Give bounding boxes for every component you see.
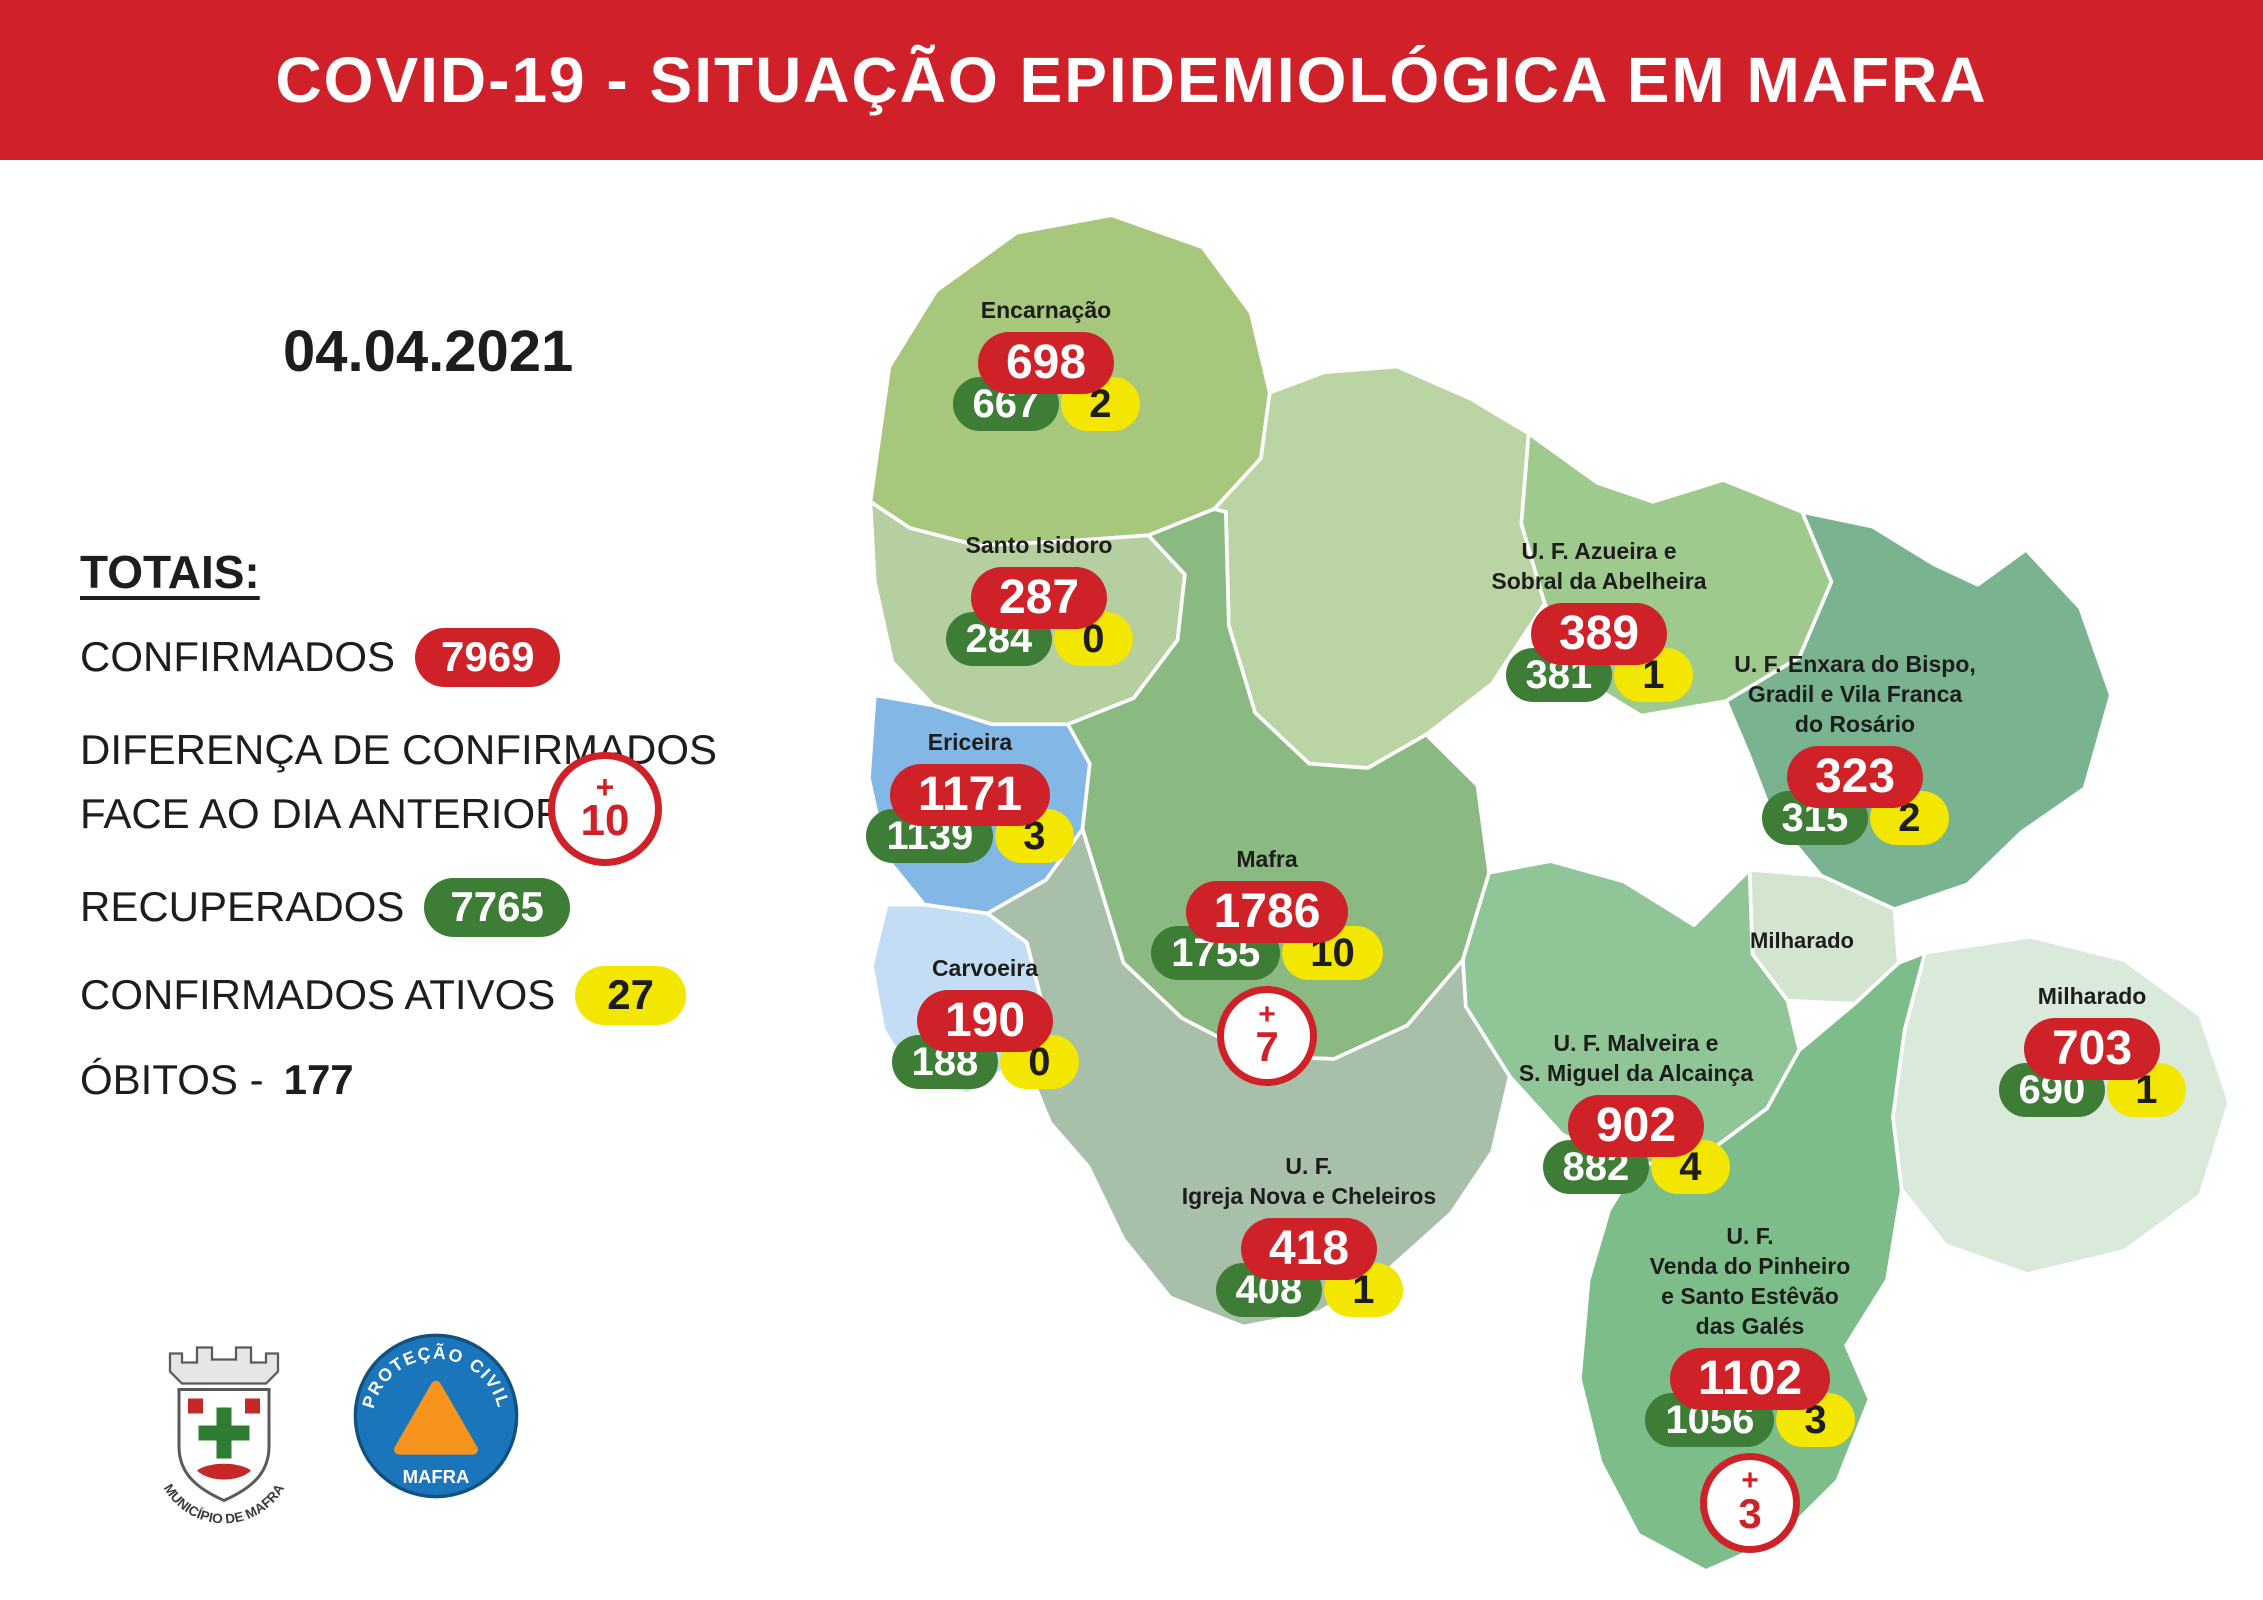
confirmed-total-row: CONFIRMADOS 7969 [80, 628, 561, 687]
confirmed-pill: 1171 [889, 763, 1051, 826]
deaths-value: 177 [283, 1056, 354, 1103]
totals-heading: TOTAIS: [80, 546, 260, 598]
confirmed-pill: 1102 [1669, 1347, 1831, 1410]
confirmed-total-label: CONFIRMADOS [80, 633, 395, 681]
recovered-total-row: RECUPERADOS 7765 [80, 878, 570, 937]
region-name: Carvoeira [931, 955, 1039, 981]
active-total-pill: 27 [575, 966, 686, 1025]
region-enxara-gradil: U. F. Enxara do Bispo, Gradil e Vila Fra… [1685, 650, 2025, 845]
region-carvoeira: Carvoeira 190 188 0 [855, 954, 1115, 1089]
daily-difference-label-line2: FACE AO DIA ANTERIOR [80, 790, 566, 837]
confirmed-total-pill: 7969 [415, 628, 561, 687]
recovered-total-label: RECUPERADOS [80, 883, 405, 931]
plus-sign: + [1258, 997, 1276, 1031]
region-name: Encarnação [980, 297, 1112, 323]
region-malveira-alcainca: U. F. Malveira e S. Miguel da Alcainça 9… [1471, 1029, 1801, 1194]
confirmed-pill: 698 [977, 331, 1115, 394]
daily-difference-badge: + 10 [548, 752, 662, 866]
region-name: U. F. Malveira e S. Miguel da Alcainça [1518, 1030, 1754, 1086]
deaths-label: ÓBITOS - [80, 1056, 264, 1103]
region-igreja-nova-cheleiros: U. F. Igreja Nova e Cheleiros 418 408 1 [1139, 1152, 1479, 1317]
daily-increase-value: 7 [1255, 1023, 1279, 1071]
pill-row: 1139 3 [866, 808, 1074, 863]
protecao-bottom-text: MAFRA [403, 1466, 470, 1487]
confirmed-pill: 287 [970, 566, 1108, 629]
report-date: 04.04.2021 [283, 319, 574, 384]
region-name: U. F. Venda do Pinheiro e Santo Estêvão … [1649, 1223, 1851, 1339]
region-name: Ericeira [927, 729, 1013, 755]
daily-increase-badge: + 7 [1217, 985, 1317, 1086]
confirmed-pill: 389 [1530, 602, 1668, 665]
active-total-label: CONFIRMADOS ATIVOS [80, 971, 556, 1019]
plus-sign: + [1741, 1464, 1759, 1498]
confirmed-pill: 703 [2023, 1017, 2161, 1080]
region-name: Santo Isidoro [965, 532, 1113, 558]
region-name: Milharado [2037, 983, 2147, 1009]
mafra-coat-of-arms: MUNICÍPIO DE MAFRA [140, 1320, 308, 1545]
daily-increase-badge: + 3 [1700, 1452, 1800, 1553]
active-total-row: CONFIRMADOS ATIVOS 27 [80, 966, 686, 1025]
recovered-total-pill: 7765 [424, 878, 570, 937]
region-santo-isidoro: Santo Isidoro 287 284 0 [899, 531, 1179, 666]
region-encarnacao: Encarnação 698 667 2 [906, 296, 1186, 431]
shield-charge-left [188, 1398, 203, 1414]
shield-cross-horizontal [198, 1425, 250, 1441]
plus-sign: + [595, 769, 615, 805]
milharado-area-label: Milharado [1750, 928, 1854, 953]
deaths-row: ÓBITOS - 177 [80, 1056, 354, 1104]
page-title: COVID-19 - SITUAÇÃO EPIDEMIOLÓGICA EM MA… [275, 44, 1988, 116]
daily-difference-value: 10 [580, 796, 630, 845]
crown-shape [168, 1346, 280, 1385]
region-name: Mafra [1236, 846, 1298, 872]
shield-base-wave [197, 1463, 251, 1480]
active-pill: 1 [1324, 1262, 1403, 1317]
confirmed-pill: 418 [1240, 1217, 1378, 1280]
region-milharado: Milharado 703 690 1 [1952, 982, 2232, 1117]
region-name: U. F. Igreja Nova e Cheleiros [1181, 1153, 1437, 1209]
header-banner: COVID-19 - SITUAÇÃO EPIDEMIOLÓGICA EM MA… [0, 0, 2263, 160]
shield-charge-right [245, 1398, 260, 1414]
region-ericeira: Ericeira 1171 1139 3 [830, 728, 1110, 863]
confirmed-pill: 1786 [1185, 880, 1349, 943]
confirmed-pill: 190 [916, 989, 1054, 1052]
active-pill: 10 [1282, 925, 1383, 980]
region-name: U. F. Azueira e Sobral da Abelheira [1491, 538, 1707, 594]
region-mafra: Mafra 1786 1755 10 + 7 [1117, 845, 1417, 1086]
region-azueira-sobral: U. F. Azueira e Sobral da Abelheira 389 … [1439, 537, 1759, 702]
confirmed-pill: 323 [1786, 745, 1924, 808]
daily-increase-value: 3 [1738, 1489, 1762, 1537]
region-venda-pinheiro-gales: U. F. Venda do Pinheiro e Santo Estêvão … [1590, 1222, 1910, 1553]
region-name: U. F. Enxara do Bispo, Gradil e Vila Fra… [1734, 651, 1976, 737]
protecao-civil-logo: PROTEÇÃO CIVIL MAFRA [352, 1332, 520, 1505]
pill-row: 408 1 [1215, 1262, 1403, 1317]
civil-defence-triangle-icon [394, 1380, 478, 1455]
confirmed-pill: 902 [1567, 1094, 1705, 1157]
